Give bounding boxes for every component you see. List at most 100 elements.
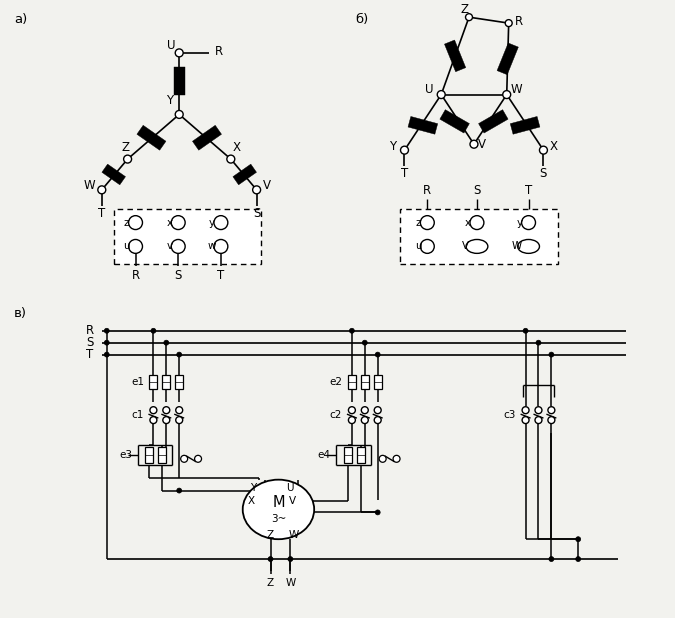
Circle shape [176, 49, 183, 57]
Circle shape [536, 341, 541, 345]
Circle shape [362, 341, 367, 345]
Circle shape [379, 455, 386, 462]
Circle shape [227, 155, 235, 163]
Circle shape [522, 407, 529, 413]
Bar [479, 110, 508, 133]
Text: X: X [248, 496, 255, 507]
Circle shape [176, 417, 183, 423]
Circle shape [522, 417, 529, 423]
Circle shape [176, 407, 183, 413]
Text: y: y [209, 218, 215, 227]
Text: V: V [462, 242, 468, 252]
Text: U: U [167, 40, 176, 53]
Text: W: W [512, 242, 522, 252]
Text: e4: e4 [318, 450, 331, 460]
Text: W: W [84, 179, 96, 192]
Circle shape [350, 328, 354, 333]
Bar [102, 164, 126, 185]
Text: Y: Y [389, 140, 396, 153]
Text: V: V [478, 138, 486, 151]
Circle shape [393, 455, 400, 462]
Text: б): б) [355, 12, 369, 26]
Text: c3: c3 [504, 410, 516, 420]
Circle shape [181, 455, 188, 462]
Text: а): а) [14, 12, 27, 26]
Text: c1: c1 [132, 410, 144, 420]
Text: x: x [166, 218, 172, 227]
Circle shape [150, 417, 157, 423]
Text: e3: e3 [119, 450, 132, 460]
Circle shape [163, 407, 170, 413]
Text: R: R [132, 269, 140, 282]
Circle shape [375, 352, 380, 357]
Circle shape [252, 186, 261, 194]
Circle shape [576, 536, 580, 542]
Circle shape [348, 407, 355, 413]
Text: u: u [124, 242, 130, 252]
Text: e2: e2 [329, 378, 342, 387]
Circle shape [268, 557, 273, 562]
Text: w: w [208, 242, 216, 252]
Text: S: S [540, 167, 547, 180]
Text: Y: Y [166, 94, 173, 107]
Text: u: u [415, 242, 422, 252]
Circle shape [150, 407, 157, 413]
Circle shape [535, 407, 542, 413]
Text: R: R [423, 184, 431, 197]
Circle shape [374, 407, 381, 413]
Text: T: T [217, 269, 225, 282]
Text: X: X [233, 141, 241, 154]
Text: y: y [516, 218, 522, 227]
FancyBboxPatch shape [400, 209, 558, 265]
Circle shape [437, 91, 446, 98]
Text: c2: c2 [330, 410, 342, 420]
Circle shape [177, 352, 182, 357]
Text: S: S [253, 207, 261, 220]
Bar [510, 116, 540, 134]
Bar [149, 376, 157, 389]
Circle shape [535, 417, 542, 423]
Bar [233, 164, 256, 185]
Text: x: x [465, 218, 471, 227]
Circle shape [505, 20, 512, 27]
Bar [348, 376, 356, 389]
Text: T: T [525, 184, 532, 197]
Circle shape [400, 146, 408, 154]
Circle shape [98, 186, 106, 194]
Bar [374, 376, 381, 389]
Circle shape [576, 557, 580, 562]
FancyBboxPatch shape [113, 209, 261, 265]
Text: U: U [287, 483, 294, 493]
Text: R: R [215, 45, 223, 58]
Bar [361, 376, 369, 389]
Circle shape [421, 240, 434, 253]
Circle shape [171, 240, 185, 253]
Text: W: W [286, 578, 296, 588]
Circle shape [164, 341, 169, 345]
Circle shape [128, 216, 142, 229]
Text: Y: Y [250, 483, 256, 493]
Circle shape [194, 455, 202, 462]
Bar [176, 376, 183, 389]
Circle shape [539, 146, 547, 154]
Text: z: z [124, 218, 130, 227]
Bar [344, 447, 352, 463]
Circle shape [151, 328, 156, 333]
Circle shape [466, 14, 472, 20]
Bar [145, 447, 153, 463]
Bar [497, 43, 518, 75]
Circle shape [104, 352, 109, 357]
Circle shape [523, 328, 528, 333]
Text: Z: Z [460, 2, 468, 15]
Text: V: V [289, 496, 296, 507]
Ellipse shape [518, 240, 539, 253]
Text: S: S [86, 336, 94, 349]
Text: e1: e1 [131, 378, 144, 387]
Text: V: V [263, 179, 271, 192]
Circle shape [361, 407, 369, 413]
Circle shape [288, 557, 293, 562]
Circle shape [503, 91, 511, 98]
Text: R: R [86, 324, 94, 337]
Bar [440, 110, 469, 133]
Circle shape [374, 417, 381, 423]
